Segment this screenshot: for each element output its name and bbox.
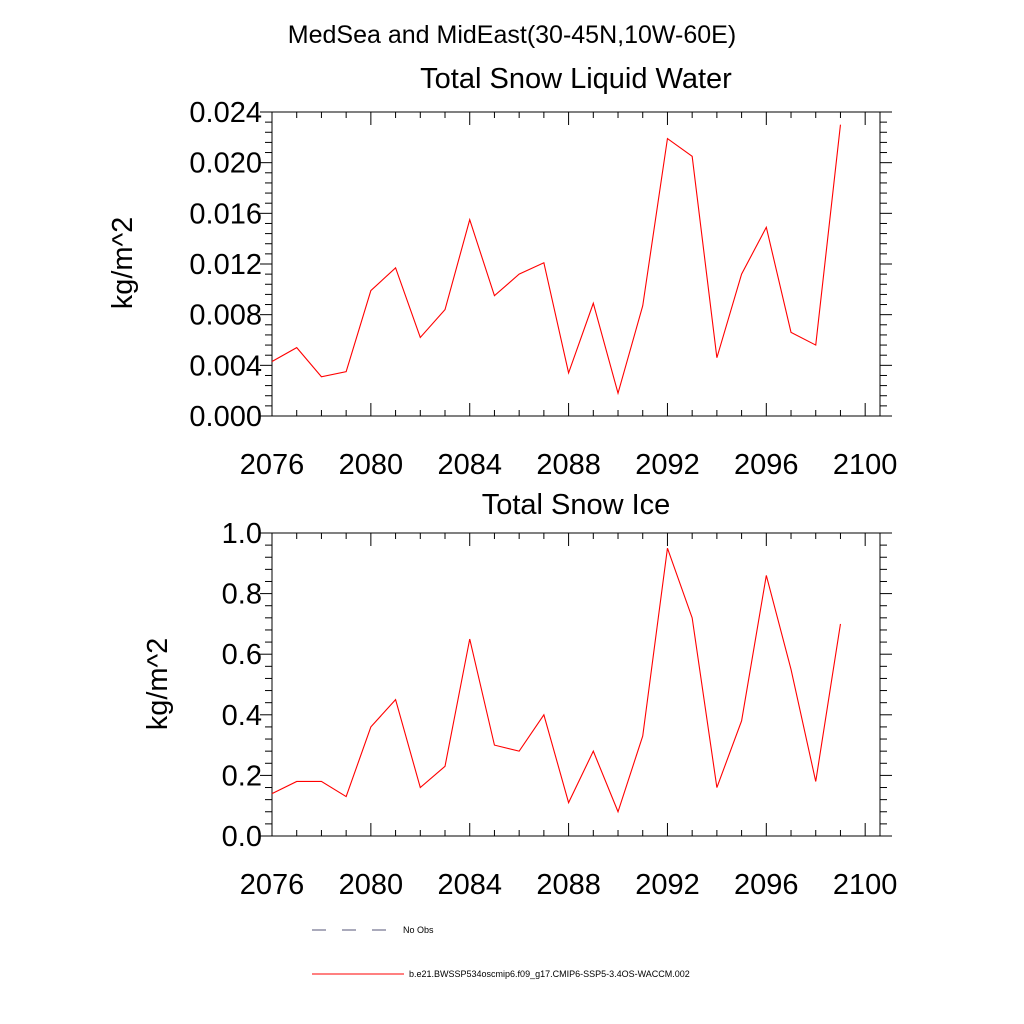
x-tick-label: 2092 — [635, 449, 700, 481]
y-axis-label-top: kg/m^2 — [107, 217, 139, 310]
y-tick-label: 0.012 — [189, 249, 262, 281]
x-tick-label: 2088 — [536, 869, 601, 901]
series-bottom — [271, 547, 842, 814]
y-tick-label: 0.004 — [189, 350, 262, 382]
x-tick-label: 2084 — [437, 449, 502, 481]
x-tick-label: 2088 — [536, 449, 601, 481]
y-tick-label: 0.000 — [189, 401, 262, 433]
series-top — [271, 124, 842, 396]
y-tick-label: 0.0 — [222, 821, 262, 853]
series-line — [271, 124, 842, 396]
x-tick-label: 2096 — [734, 869, 799, 901]
chart-title-top: Total Snow Liquid Water — [420, 63, 732, 95]
y-tick-label: 0.008 — [189, 300, 262, 332]
chart-panel-bottom: Total Snow Ice kg/m^2 2076 2080 2084 2088 20… — [142, 489, 897, 901]
y-tick-label: 0.4 — [222, 700, 262, 732]
y-axis-label-bottom: kg/m^2 — [142, 638, 174, 731]
legend-label-model: b.e21.BWSSP534oscmip6.f09_g17.CMIP6-SSP5… — [409, 969, 690, 979]
x-tick-label: 2096 — [734, 449, 799, 481]
chart-panel-top: Total Snow Liquid Water kg/m^2 2076 2080 2… — [107, 63, 897, 481]
y-tick-label: 0.016 — [189, 198, 262, 230]
axis-ticks-bottom: 2076 2080 2084 2088 2092 2096 2100 0.0 0.2 0.4 0.6… — [222, 518, 898, 901]
x-tick-label: 2080 — [339, 869, 404, 901]
legend-label-no-obs: No Obs — [403, 925, 434, 935]
plot-frame-top — [271, 111, 881, 417]
chart-title-bottom: Total Snow Ice — [482, 489, 671, 521]
y-tick-label: 0.2 — [222, 760, 262, 792]
x-tick-label: 2076 — [240, 449, 305, 481]
series-line — [271, 547, 842, 814]
x-tick-label: 2100 — [833, 869, 898, 901]
x-tick-label: 2080 — [339, 449, 404, 481]
figure-suptitle: MedSea and MidEast(30-45N,10W-60E) — [288, 21, 736, 49]
x-tick-label: 2084 — [437, 869, 502, 901]
plot-frame-bottom — [271, 532, 881, 837]
y-tick-label: 1.0 — [222, 518, 262, 550]
y-tick-label: 0.6 — [222, 639, 262, 671]
y-tick-label: 0.020 — [189, 148, 262, 180]
legend: No Obs b.e21.BWSSP534oscmip6.f09_g17.CMI… — [312, 925, 690, 979]
x-tick-label: 2100 — [833, 449, 898, 481]
axis-ticks-top: 2076 2080 2084 2088 2092 2096 2100 0.000 0.004 0.… — [189, 97, 897, 481]
y-tick-label: 0.8 — [222, 579, 262, 611]
x-tick-label: 2092 — [635, 869, 700, 901]
x-tick-label: 2076 — [240, 869, 305, 901]
y-tick-label: 0.024 — [189, 97, 262, 129]
